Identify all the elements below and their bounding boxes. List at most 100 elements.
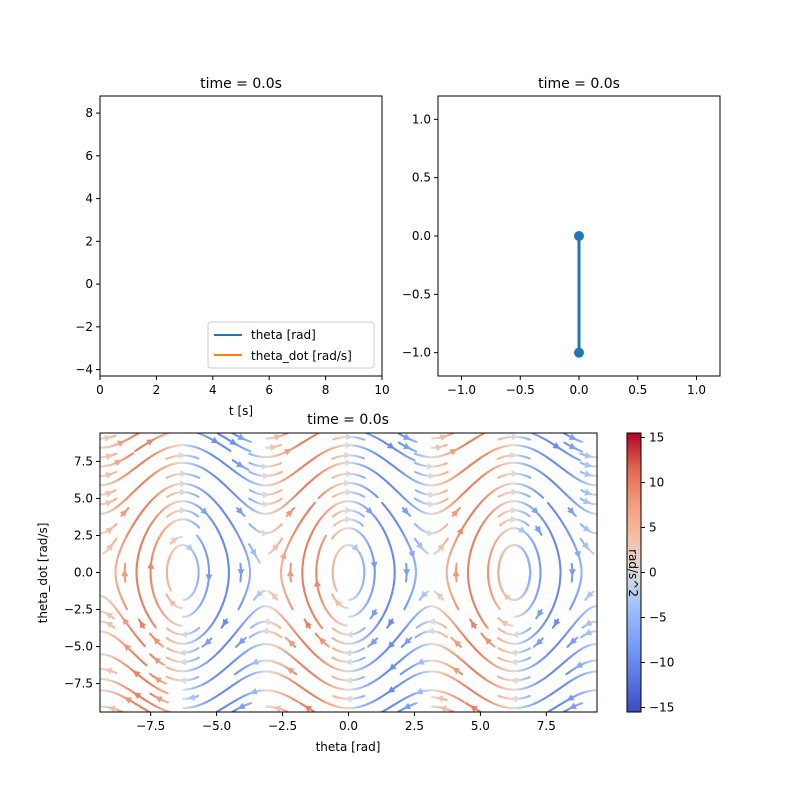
phase-panel: time = 0.0s −7.5 −5.0 −2.5 0.0 2.5 5.0 7.5 −7.… [36,412,674,754]
y-tick-label: 0.5 [412,171,431,185]
streamline-segment [166,647,170,650]
streamline-segment [447,664,451,668]
streamline-arrow [415,687,424,695]
streamline-segment [551,626,555,629]
streamline-arrow [500,620,509,628]
streamline-arrow [453,639,462,648]
x-tick-label: −0.5 [506,383,535,397]
streamline-arrow [147,561,155,569]
streamline-arrow [388,618,395,627]
x-tick-label: 2 [153,383,161,397]
streamline-arrow [178,677,186,684]
streamline-arrow [261,627,269,635]
streamline-arrow [344,658,352,666]
streamline-arrow [566,694,575,701]
streamline-arrow [178,649,186,657]
streamline-arrow [153,657,161,665]
streamline-arrow [510,677,518,684]
streamline-arrow [387,641,395,649]
y-tick-label: 2 [85,234,93,248]
streamline-segment [580,635,583,639]
streamline-arrow [510,695,518,703]
streamline-segment [166,627,169,631]
x-tick-label: 0.0 [569,383,588,397]
x-tick-label: 0.5 [628,383,647,397]
streamline-segment [165,637,169,640]
streamline-segment [535,616,538,620]
streamline-segment [497,627,501,631]
x-tick-label: 1.0 [687,383,706,397]
y-tick-label: 8 [85,106,93,120]
timeseries-legend[interactable]: theta [rad] theta_dot [rad/s] [207,321,375,369]
y-tick-label: 0.0 [412,229,431,243]
x-tick-label: 8 [322,383,330,397]
streamline-segment [298,701,302,705]
phase-streamlines [100,433,597,712]
streamline-segment [496,675,501,679]
streamline-arrow [251,658,259,665]
streamline-arrow [428,618,436,626]
y-tick-label: 0 [85,277,93,291]
streamline-segment [197,526,201,529]
streamline-arrow [200,507,208,515]
streamline-segment [414,635,418,639]
streamline-arrow [237,702,246,709]
streamline-segment [331,637,335,640]
legend-label-theta: theta [rad] [251,328,316,342]
streamline-arrow [344,649,352,657]
streamline-arrow [426,627,434,635]
streamline-segment [331,656,335,660]
y-tick-label: 4 [85,192,93,206]
streamline-arrow [124,697,133,704]
streamline-arrow [569,702,577,709]
streamline-arrow [222,618,230,627]
streamline-arrow [388,663,397,671]
streamline-segment [469,618,472,622]
streamline-segment [284,636,288,640]
streamline-arrow [403,637,412,645]
timeseries-x-label: t [s] [229,404,253,418]
streamline-segment [313,501,316,505]
streamline-arrow [452,667,460,675]
streamline-arrow [553,618,561,627]
y-tick-label: 1.0 [412,112,431,126]
streamline-segment [220,626,224,629]
streamline-arrow [154,676,162,684]
streamline-arrow [273,705,282,712]
streamline-arrow [535,638,544,646]
streamline-segment [149,692,153,696]
streamline-arrow [403,702,412,709]
streamline-arrow [344,695,352,703]
streamline-arrow [105,622,113,629]
streamline-segment [565,672,569,676]
streamline-segment [250,625,254,629]
streamline-segment [149,632,152,636]
pendulum-y-ticks: −1.0 −0.5 0.0 0.5 1.0 [402,112,438,360]
streamline-segment [497,647,501,650]
streamline-arrow [484,637,492,645]
streamline-segment [282,664,286,668]
phase-axes-background [100,433,597,712]
streamline-segment [450,636,453,640]
pendulum-x-ticks: −1.0 −0.5 0.0 0.5 1.0 [447,376,706,397]
pendulum-title: time = 0.0s [538,76,620,92]
streamline-arrow [105,612,114,620]
streamline-segment [399,672,403,676]
streamline-arrow [304,705,312,712]
streamline-arrow [569,637,578,645]
streamline-segment [532,645,536,648]
x-tick-label: 0 [96,383,104,397]
streamline-segment [497,695,502,698]
streamline-arrow [511,631,519,639]
y-tick-label: −2 [75,320,93,334]
streamline-arrow [104,667,113,675]
streamline-segment [201,645,205,648]
x-tick-label: 10 [374,383,389,397]
streamline-arrow [132,670,141,678]
streamline-arrow [344,677,352,684]
streamline-segment [137,618,141,622]
streamline-arrow [139,620,147,629]
streamline-arrow [314,579,321,587]
streamline-segment [235,645,238,648]
